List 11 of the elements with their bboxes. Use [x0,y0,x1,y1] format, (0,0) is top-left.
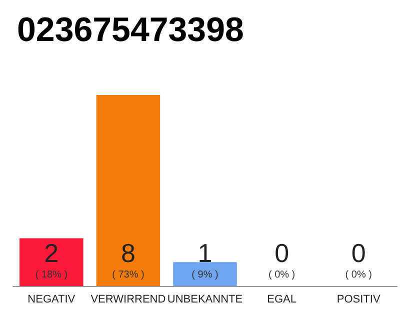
x-tick-label: POSITIV [336,294,381,306]
x-tick-label: EGAL [267,294,296,306]
x-tick-label: NEGATIV [28,294,76,306]
data-label: 8 ( 73% ) [112,238,144,280]
chart-title: 023675473398 [17,11,244,49]
data-label: 0 ( 0% ) [268,238,296,280]
x-tick-label: UNBEKANNTE [167,294,243,306]
x-tick-label: VERWIRREND [90,294,166,306]
data-label: 0 ( 0% ) [345,238,372,280]
data-label: 2 ( 18% ) [35,238,68,280]
data-label: 1 ( 9% ) [192,238,218,280]
